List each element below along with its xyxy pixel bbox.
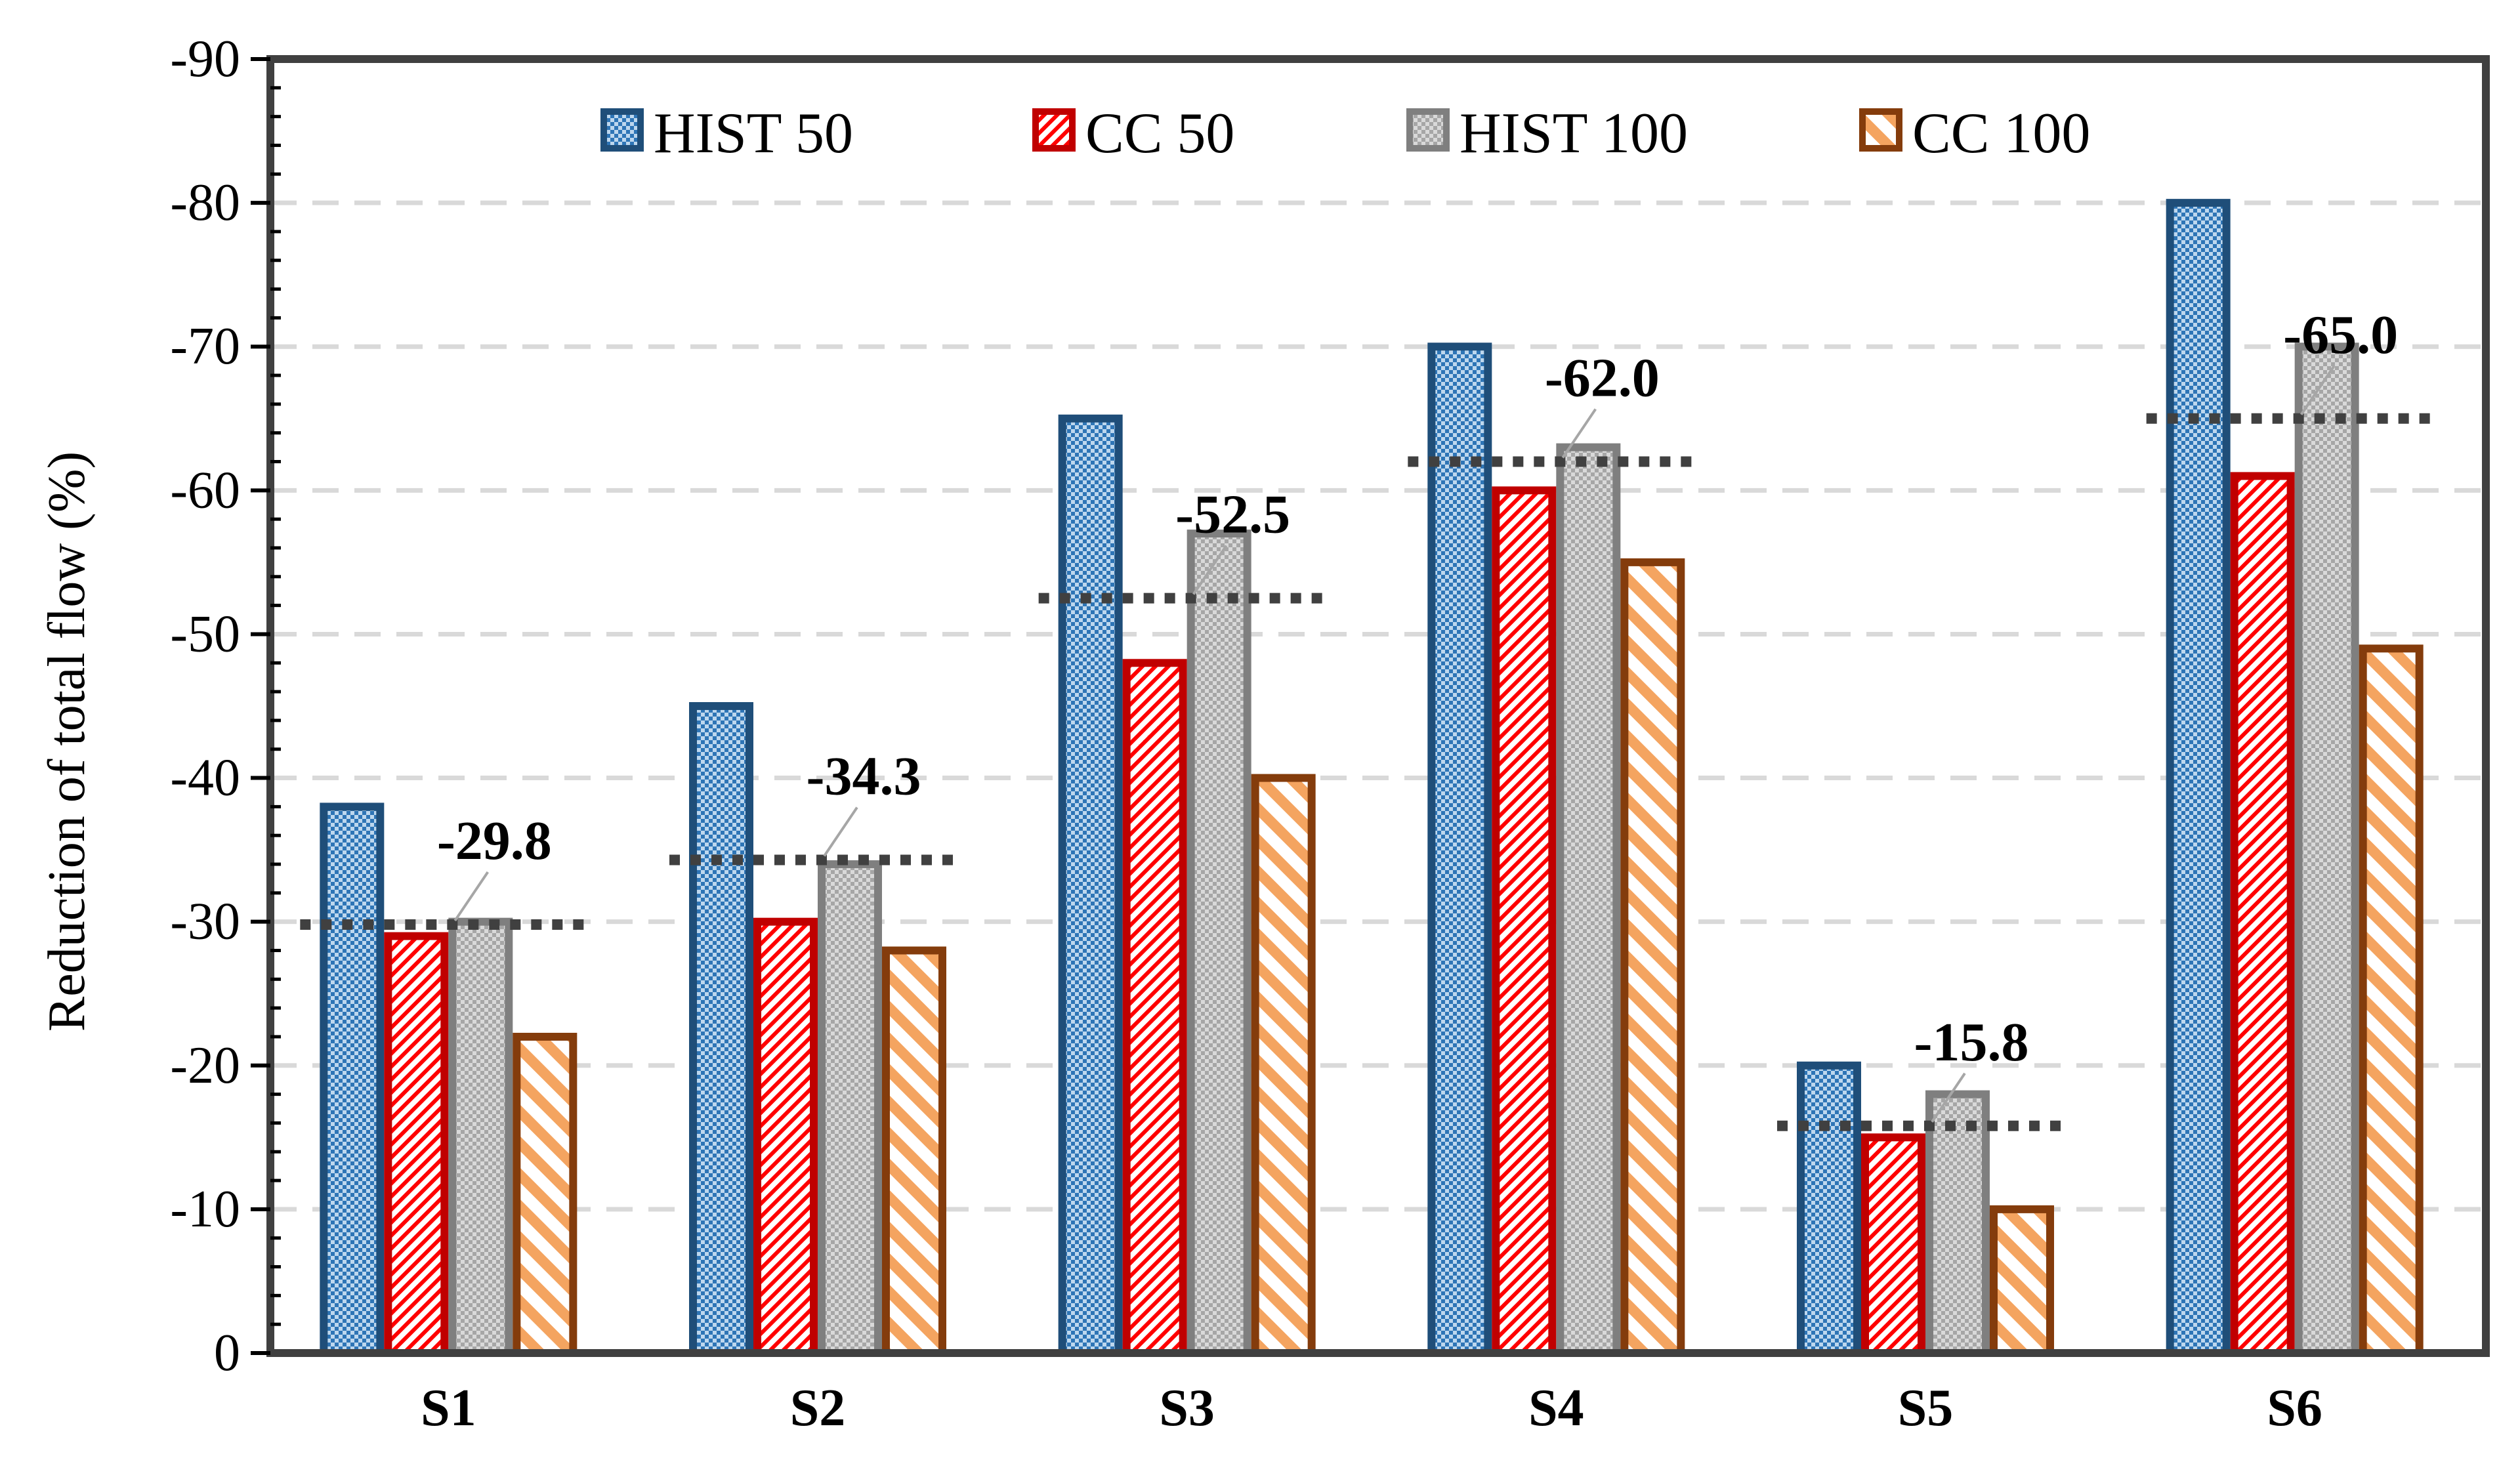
bar-cc50-s2 <box>753 917 818 1357</box>
average-label-s4: -62.0 <box>1545 348 1660 409</box>
legend-label-cc100: CC 100 <box>1912 102 2090 165</box>
bar-hist100-s6 <box>2294 343 2359 1358</box>
ytick-label-4: -40 <box>170 749 240 807</box>
bar-hist100-s5 <box>1925 1090 1990 1357</box>
bar-hist100-s1 <box>448 917 513 1357</box>
average-leader-s1 <box>453 871 489 922</box>
bar-cc100-s6 <box>2359 644 2424 1357</box>
plot-frame <box>266 55 2490 1357</box>
x-category-label-s1: S1 <box>421 1379 476 1437</box>
bar-cc100-s1 <box>513 1032 578 1357</box>
bar-cc100-s5 <box>1990 1205 2054 1358</box>
bar-hist100-s3 <box>1186 530 1251 1357</box>
average-label-s5: -15.8 <box>1914 1012 2029 1073</box>
bar-cc50-s4 <box>1492 486 1557 1357</box>
x-category-label-s5: S5 <box>1898 1379 1954 1437</box>
legend-swatch-hist50 <box>600 108 644 152</box>
x-category-label-s4: S4 <box>1528 1379 1584 1437</box>
bar-cc100-s2 <box>882 946 946 1357</box>
grid-layer <box>270 56 2486 1212</box>
ytick-label-8: -80 <box>170 174 240 232</box>
legend-label-cc50: CC 50 <box>1085 102 1234 165</box>
bar-cc100-s3 <box>1251 774 1316 1357</box>
average-label-s3: -52.5 <box>1175 484 1290 545</box>
ytick-label-2: -20 <box>170 1037 240 1095</box>
axis-layer: 0 -10 -20 -30 -40 -50 -60 -70 -80 -90 S1 S2 S3 S4 S5 S6 <box>170 30 2490 1437</box>
average-label-s6: -65.0 <box>2283 304 2398 365</box>
ytick-label-0: 0 <box>214 1324 240 1382</box>
ytick-label-9: -90 <box>170 30 240 88</box>
x-category-label-s2: S2 <box>790 1379 846 1437</box>
x-category-label-s6: S6 <box>2267 1379 2322 1437</box>
legend-swatch-hist100 <box>1406 108 1450 152</box>
ytick-label-5: -50 <box>170 605 240 663</box>
average-leader-s2 <box>823 806 858 857</box>
average-leader-s3 <box>1192 545 1228 595</box>
bar-hist50-s4 <box>1427 343 1492 1358</box>
bar-hist100-s4 <box>1556 443 1621 1357</box>
average-lines-layer: -29.8 -34.3 -52.5 -62.0 -15.8 -65.0 <box>300 304 2430 1131</box>
x-category-label-s3: S3 <box>1159 1379 1215 1437</box>
bar-hist50-s3 <box>1058 414 1123 1357</box>
bar-cc50-s5 <box>1861 1133 1925 1358</box>
bars-layer <box>320 199 2424 1358</box>
bar-cc50-s6 <box>2230 472 2295 1357</box>
bar-hist50-s1 <box>320 803 385 1357</box>
bar-hist50-s2 <box>689 702 753 1357</box>
bar-hist50-s6 <box>2166 199 2231 1358</box>
y-axis-title: Reduction of total flow (%) <box>38 451 96 1032</box>
ytick-label-7: -70 <box>170 318 240 375</box>
ytick-label-1: -10 <box>170 1180 240 1238</box>
legend-label-hist50: HIST 50 <box>654 102 853 165</box>
bar-cc100-s4 <box>1620 558 1685 1357</box>
ytick-label-6: -60 <box>170 461 240 519</box>
ytick-label-3: -30 <box>170 893 240 951</box>
bar-hist100-s2 <box>818 860 882 1357</box>
average-label-s2: -34.3 <box>807 745 921 806</box>
legend-swatch-cc50 <box>1032 108 1076 152</box>
legend: HIST 50 CC 50 HIST 100 CC 100 <box>600 102 2090 165</box>
average-leader-s4 <box>1561 408 1597 459</box>
average-leader-s5 <box>1931 1072 1966 1123</box>
legend-swatch-cc100 <box>1859 108 1902 152</box>
average-label-s1: -29.8 <box>437 810 552 871</box>
bar-cc50-s1 <box>384 932 449 1357</box>
bar-cc50-s3 <box>1122 659 1187 1357</box>
legend-label-hist100: HIST 100 <box>1460 102 1688 165</box>
bar-hist50-s5 <box>1797 1061 1861 1358</box>
average-leader-s6 <box>2300 365 2336 415</box>
